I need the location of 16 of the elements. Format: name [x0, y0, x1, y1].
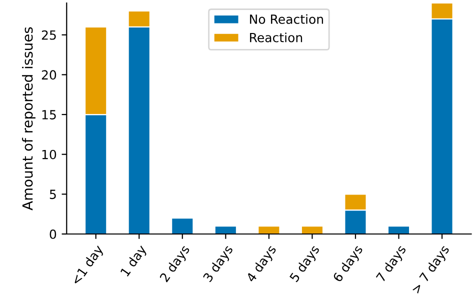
y-tick-label: 20 [42, 70, 56, 80]
bar [171, 218, 194, 234]
legend-label: Reaction [250, 32, 302, 42]
y-axis-title: Amount of reported issues [22, 27, 36, 210]
y-tick-label: 10 [42, 150, 56, 160]
y-tick-label: 0 [50, 229, 56, 239]
x-tick-label: 1 day [120, 244, 149, 278]
bar [214, 225, 238, 234]
bar [387, 225, 410, 234]
bar [300, 225, 324, 234]
y-tick-label: 5 [50, 190, 56, 200]
y-tick-label: 15 [42, 110, 56, 120]
x-tick-label: <1 day [70, 244, 106, 287]
bar [258, 225, 280, 234]
y-tick-label: 25 [42, 30, 56, 40]
legend-label: No Reaction [250, 14, 324, 24]
